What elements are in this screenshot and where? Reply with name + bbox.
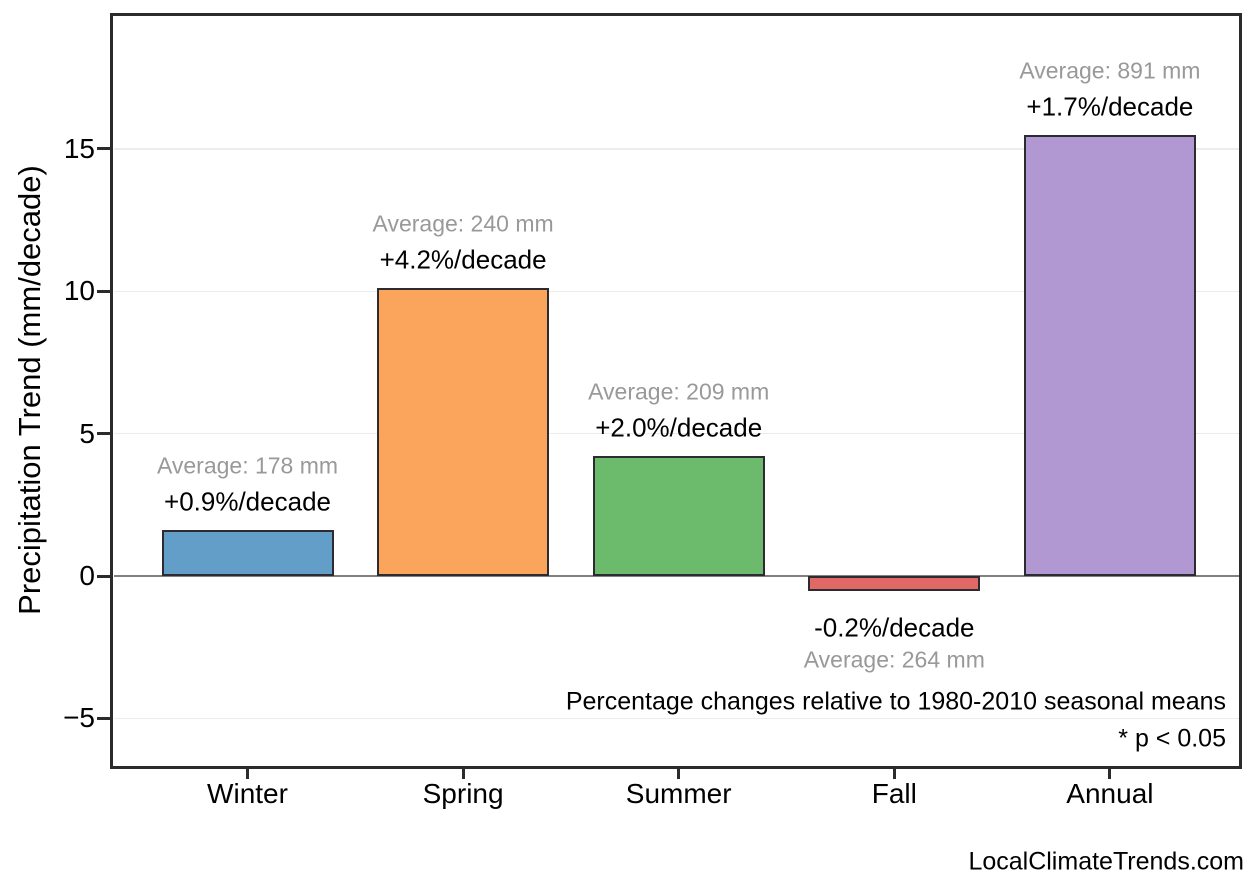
bar-trend-label-annual: +1.7%/decade [1026, 91, 1194, 122]
gridline [113, 148, 1239, 150]
plot-area [110, 13, 1242, 769]
x-tick-mark [677, 769, 681, 779]
y-tick-label: 10 [63, 275, 95, 307]
bar-average-label-fall: Average: 264 mm [803, 646, 985, 673]
bar-trend-label-spring: +4.2%/decade [379, 244, 547, 275]
bar-spring [377, 288, 550, 576]
bar-summer [592, 456, 765, 576]
bar-average-label-spring: Average: 240 mm [372, 210, 554, 237]
x-tick-mark [892, 769, 896, 779]
x-tick-label-summer: Summer [625, 778, 732, 809]
y-tick-mark [97, 289, 110, 293]
x-tick-mark [246, 769, 249, 779]
gridline [113, 290, 1239, 293]
x-tick-label-annual: Annual [1066, 778, 1154, 809]
gridline [113, 432, 1239, 435]
bar-average-label-annual: Average: 891 mm [1019, 57, 1201, 84]
footnote-significance: * p < 0.05 [1118, 724, 1226, 753]
bar-average-label-winter: Average: 178 mm [156, 452, 339, 479]
x-tick-label-winter: Winter [207, 778, 288, 809]
x-tick-mark [461, 769, 465, 779]
bar-average-label-summer: Average: 209 mm [588, 378, 770, 405]
bar-trend-label-fall: -0.2%/decade [814, 612, 975, 643]
x-tick-label-spring: Spring [422, 778, 504, 809]
y-tick-mark [97, 147, 110, 151]
y-tick-label: 0 [79, 560, 95, 591]
bar-fall [808, 576, 981, 592]
bar-trend-label-winter: +0.9%/decade [164, 486, 331, 517]
y-tick-label: 5 [79, 417, 95, 449]
bar-winter [161, 530, 334, 576]
y-tick-mark [97, 716, 110, 720]
bar-trend-label-summer: +2.0%/decade [595, 412, 763, 443]
y-tick-mark [97, 432, 110, 436]
footnote-means: Percentage changes relative to 1980-2010… [565, 687, 1226, 716]
watermark: LocalClimateTrends.com [968, 847, 1244, 876]
y-tick-label: −5 [63, 702, 95, 734]
x-tick-mark [1108, 769, 1112, 779]
zero-line [113, 574, 1239, 578]
gridline [113, 717, 1239, 720]
x-tick-label-fall: Fall [871, 778, 917, 809]
bar-annual [1023, 134, 1196, 576]
y-tick-mark [97, 574, 110, 578]
y-tick-label: 15 [63, 132, 95, 164]
